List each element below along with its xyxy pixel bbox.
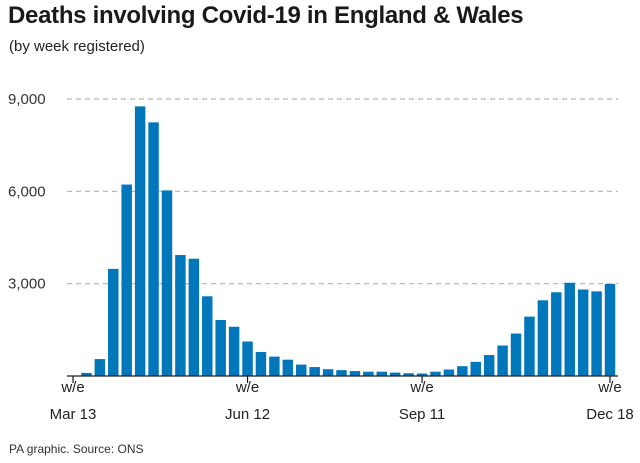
x-tick-label-line1: w/e	[60, 379, 84, 396]
bar	[564, 282, 575, 376]
x-tick-label-line1: w/e	[597, 379, 621, 396]
bar	[242, 341, 253, 376]
bar	[349, 371, 361, 376]
bar	[202, 296, 213, 376]
bar	[336, 370, 347, 376]
bar	[376, 371, 388, 376]
bar	[108, 268, 119, 376]
chart-title: Deaths involving Covid-19 in England & W…	[8, 2, 524, 29]
bar	[309, 367, 320, 376]
x-tick-label-line1: w/e	[235, 379, 259, 396]
y-tick-label: 6,000	[8, 183, 46, 200]
bar	[255, 351, 267, 376]
bar	[430, 371, 441, 376]
source-note: PA graphic. Source: ONS	[9, 442, 144, 456]
y-tick-label: 3,000	[8, 276, 46, 293]
bar	[497, 345, 508, 376]
bar	[215, 319, 226, 376]
bar	[577, 289, 589, 376]
bar	[604, 283, 616, 376]
bar	[121, 184, 132, 376]
bar	[148, 122, 159, 376]
bar	[175, 255, 186, 376]
bar	[188, 258, 200, 376]
x-tick-label-line2: Jun 12	[225, 406, 270, 423]
chart-subtitle: (by week registered)	[9, 38, 145, 55]
bar	[403, 373, 414, 376]
bar	[295, 364, 307, 376]
bar	[457, 366, 468, 376]
bar	[269, 356, 280, 376]
bar	[389, 372, 401, 376]
x-tick-label-line2: Dec 18	[586, 406, 634, 423]
bar	[443, 369, 455, 376]
bar	[483, 355, 495, 376]
bar	[94, 359, 106, 376]
bar	[591, 291, 602, 376]
x-tick-label-line2: Sep 11	[399, 406, 445, 423]
bar	[161, 190, 173, 376]
bar	[282, 359, 294, 376]
y-tick-label: 9,000	[8, 91, 46, 108]
bar	[470, 361, 481, 376]
x-tick-label-line1: w/e	[409, 379, 433, 396]
bar	[537, 300, 549, 376]
bar	[322, 369, 334, 376]
bar	[363, 371, 374, 376]
bar	[134, 106, 146, 377]
x-tick-label-line2: Mar 13	[50, 406, 97, 423]
bar	[228, 326, 240, 376]
bar	[551, 292, 562, 376]
bar	[416, 373, 428, 376]
bar	[510, 333, 522, 376]
bar	[524, 316, 535, 376]
bar	[81, 372, 92, 376]
